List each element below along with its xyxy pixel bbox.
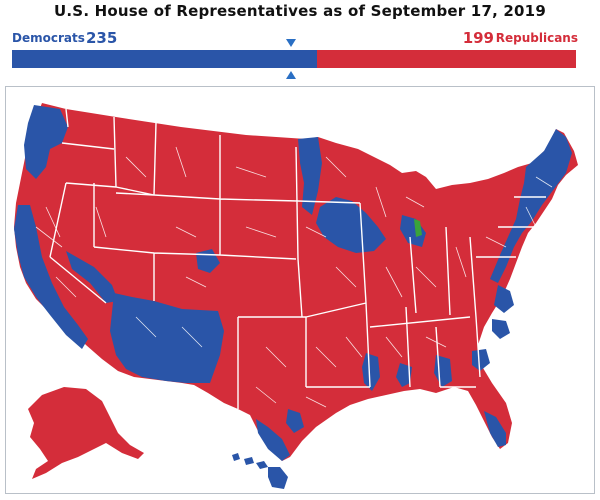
map-frame — [5, 86, 595, 494]
alaska-shape — [28, 387, 144, 479]
democrats-seat-count: 235 — [86, 29, 118, 47]
mississippi-delta-dem — [362, 353, 380, 391]
democrats-label: Democrats — [12, 31, 85, 45]
north-carolina-dem — [492, 319, 510, 339]
great-lakes-dem — [316, 197, 386, 253]
republicans-seat-bar — [317, 50, 576, 68]
west-coast-dem — [14, 205, 88, 349]
south-carolina-dem — [472, 349, 490, 371]
florida-dem — [484, 411, 506, 447]
majority-marker-top-triangle-icon — [286, 39, 296, 47]
nevada-dem — [66, 251, 118, 303]
page-title: U.S. House of Representatives as of Sept… — [54, 2, 546, 20]
republicans-label: Republicans — [495, 31, 578, 45]
northeast-dem — [490, 129, 572, 283]
michigan-dem — [400, 215, 426, 247]
seat-bar — [12, 50, 576, 68]
district-lines — [35, 146, 553, 408]
us-district-map — [14, 103, 578, 489]
minnesota-dem — [298, 137, 322, 215]
michigan-independent — [414, 219, 422, 237]
hawaii-shape — [232, 453, 288, 489]
state-borders — [49, 108, 546, 409]
pacific-northwest-dem — [24, 105, 68, 179]
southwest-dem — [110, 293, 224, 383]
majority-marker-bottom-triangle-icon — [286, 71, 296, 79]
houston-dem — [286, 409, 304, 433]
alabama-dem — [396, 363, 412, 387]
democrats-seat-bar — [12, 50, 318, 68]
republicans-seat-count: 199 — [462, 29, 494, 47]
texas-south-dem — [256, 419, 290, 461]
virginia-dem — [494, 285, 514, 313]
